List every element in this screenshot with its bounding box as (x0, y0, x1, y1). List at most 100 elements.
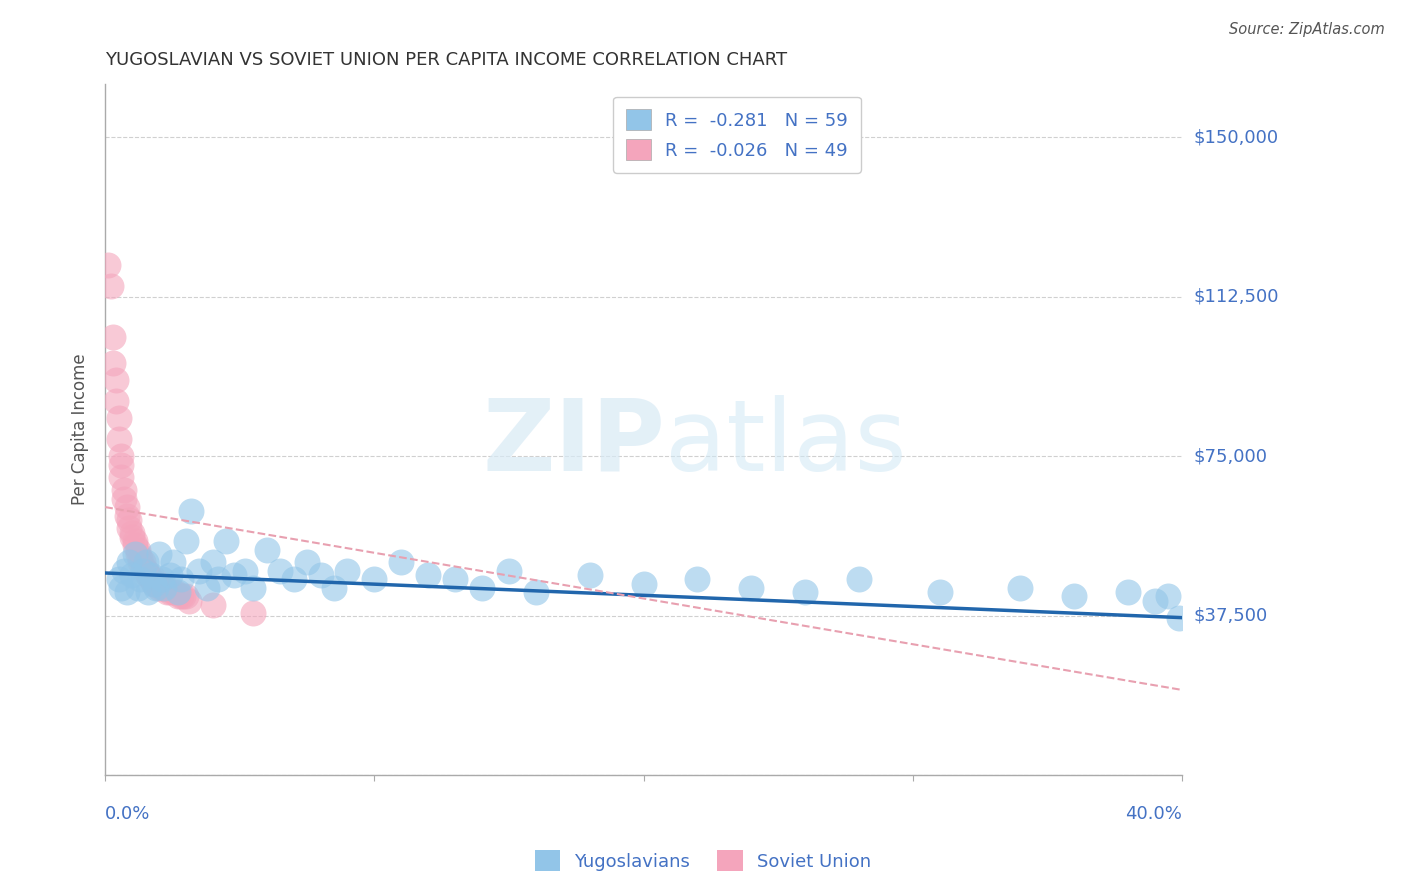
Point (418, 568, 440, 582)
Point (121, 525, 143, 540)
Text: atlas: atlas (665, 395, 907, 491)
Point (129, 573, 152, 587)
Point (145, 576, 167, 591)
Point (172, 590, 194, 604)
Point (127, 581, 149, 595)
Text: 0.0%: 0.0% (105, 805, 150, 823)
Text: $37,500: $37,500 (1194, 607, 1267, 624)
Point (848, 573, 870, 587)
Point (169, 573, 191, 587)
Point (136, 568, 159, 582)
Point (112, 564, 135, 578)
Point (121, 568, 143, 582)
Point (135, 564, 157, 578)
Text: ZIP: ZIP (482, 395, 665, 491)
Text: $150,000: $150,000 (1194, 128, 1278, 146)
Text: 40.0%: 40.0% (1125, 805, 1182, 823)
Point (233, 564, 256, 578)
Point (104, 373, 127, 387)
Point (336, 564, 359, 578)
Point (135, 555, 157, 569)
Point (129, 551, 152, 566)
Point (127, 542, 149, 557)
Point (127, 547, 149, 561)
Point (1116, 585, 1139, 599)
Point (129, 555, 152, 569)
Point (142, 573, 165, 587)
Point (578, 568, 600, 582)
Point (295, 555, 318, 569)
Point (1143, 593, 1166, 607)
Point (256, 542, 278, 557)
Point (100, 279, 122, 293)
Text: $112,500: $112,500 (1194, 288, 1278, 306)
Point (162, 585, 184, 599)
Legend: Yugoslavians, Soviet Union: Yugoslavians, Soviet Union (527, 843, 879, 879)
Legend: R =  -0.281   N = 59, R =  -0.026   N = 49: R = -0.281 N = 59, R = -0.026 N = 49 (613, 96, 860, 173)
Point (363, 573, 385, 587)
Point (1157, 590, 1180, 604)
Point (1063, 590, 1085, 604)
Point (118, 555, 141, 569)
Point (174, 590, 197, 604)
Point (118, 521, 141, 535)
Point (180, 504, 202, 518)
Point (139, 568, 162, 582)
Point (148, 547, 170, 561)
Point (224, 568, 246, 582)
Point (928, 585, 950, 599)
Point (174, 534, 197, 549)
Point (740, 581, 762, 595)
Point (242, 581, 264, 595)
Point (498, 564, 520, 578)
Point (323, 581, 346, 595)
Point (142, 576, 165, 591)
Point (103, 355, 125, 369)
Point (156, 585, 179, 599)
Point (153, 581, 176, 595)
Text: Source: ZipAtlas.com: Source: ZipAtlas.com (1229, 22, 1385, 37)
Point (162, 555, 184, 569)
Point (150, 573, 173, 587)
Point (177, 593, 200, 607)
Point (115, 508, 138, 523)
Point (104, 393, 127, 408)
Point (135, 564, 157, 578)
Point (153, 581, 176, 595)
Point (1168, 610, 1191, 624)
Point (132, 559, 155, 574)
Point (471, 581, 494, 595)
Point (269, 564, 291, 578)
Point (124, 538, 146, 552)
Point (1010, 581, 1032, 595)
Point (159, 568, 181, 582)
Point (112, 491, 135, 506)
Text: YUGOSLAVIAN VS SOVIET UNION PER CAPITA INCOME CORRELATION CHART: YUGOSLAVIAN VS SOVIET UNION PER CAPITA I… (105, 51, 787, 69)
Point (132, 555, 155, 569)
Point (309, 568, 332, 582)
Point (167, 590, 190, 604)
Point (118, 513, 141, 527)
Point (115, 500, 138, 515)
Point (201, 555, 224, 569)
Point (107, 410, 129, 425)
Point (159, 585, 181, 599)
Point (167, 585, 190, 599)
Point (110, 449, 132, 463)
Point (165, 585, 187, 599)
Point (188, 564, 211, 578)
Point (110, 581, 132, 595)
Point (139, 573, 162, 587)
Point (121, 530, 143, 544)
Point (686, 573, 709, 587)
Point (197, 581, 219, 595)
Point (136, 568, 159, 582)
Point (444, 573, 467, 587)
Point (633, 576, 655, 591)
Point (107, 432, 129, 446)
Text: $75,000: $75,000 (1194, 447, 1267, 465)
Point (215, 534, 238, 549)
Point (145, 581, 167, 595)
Point (794, 585, 817, 599)
Point (124, 534, 146, 549)
